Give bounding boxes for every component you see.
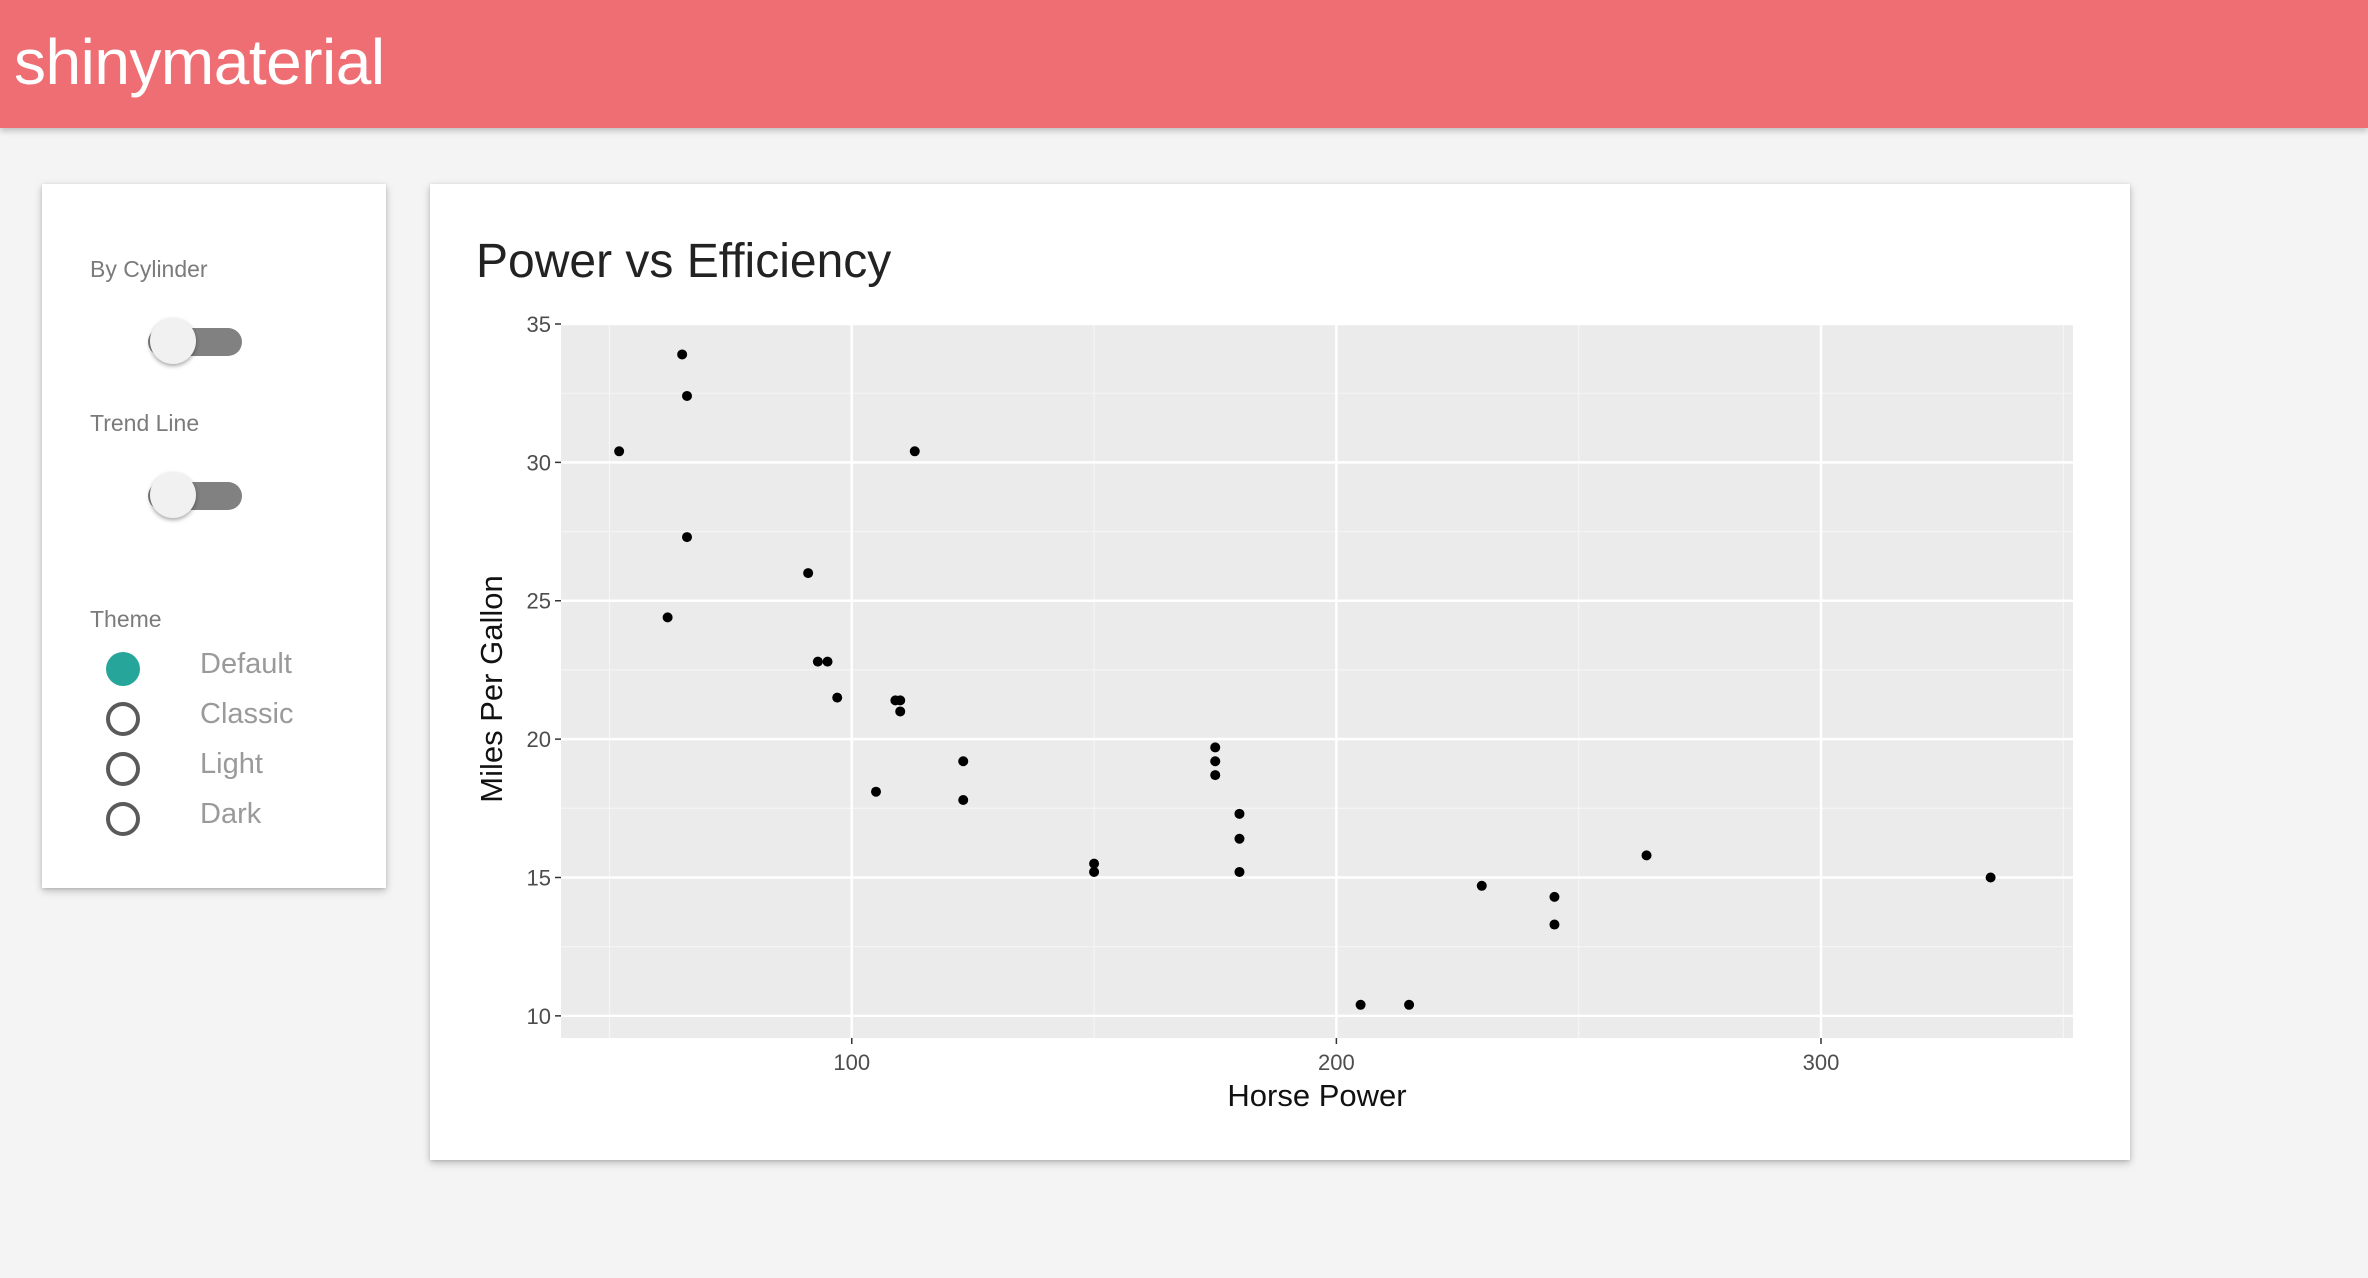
y-tick-label: 10	[527, 1004, 551, 1029]
scatter-plot: 100 200 300 10 15 20 25 30 35 Horse Power Miles …	[474, 312, 2073, 1113]
data-point	[614, 446, 625, 457]
data-point	[812, 656, 823, 667]
theme-option-classic[interactable]: Classic	[96, 696, 356, 740]
data-point	[1549, 891, 1560, 902]
data-point	[682, 390, 692, 401]
data-point	[1404, 999, 1415, 1010]
radio-label: Light	[200, 748, 263, 780]
app-title: shinymaterial	[14, 26, 385, 98]
x-tick-label: 300	[1803, 1050, 1840, 1075]
data-point	[662, 612, 673, 623]
theme-option-default[interactable]: Default	[96, 646, 356, 690]
radio-label: Default	[200, 648, 292, 680]
data-point	[871, 786, 881, 797]
switch-knob[interactable]	[150, 318, 196, 364]
theme-option-light[interactable]: Light	[96, 746, 356, 790]
data-point	[958, 756, 969, 767]
chart-title: Power vs Efficiency	[476, 235, 892, 288]
data-point	[1355, 999, 1366, 1010]
data-point	[1089, 858, 1100, 869]
data-point	[1641, 850, 1652, 861]
trend-line-switch[interactable]	[108, 472, 246, 520]
plot-panel	[561, 324, 2073, 1038]
y-axis-title: Miles Per Gallon	[474, 575, 509, 802]
data-point	[832, 692, 843, 703]
data-point	[682, 532, 692, 543]
app-header: shinymaterial	[0, 0, 2368, 128]
data-point	[677, 349, 688, 360]
theme-label: Theme	[90, 606, 162, 632]
y-tick-label: 15	[527, 865, 551, 890]
y-tick-label: 25	[527, 589, 551, 614]
y-tick-label: 30	[527, 450, 551, 475]
radio-unchecked-icon[interactable]	[106, 702, 140, 736]
radio-checked-icon[interactable]	[106, 652, 140, 686]
x-axis-title: Horse Power	[1227, 1078, 1406, 1113]
by-cylinder-switch[interactable]	[108, 318, 246, 366]
data-point	[1089, 866, 1100, 877]
data-point	[1210, 770, 1221, 781]
axis-ticks: 100 200 300 10 15 20 25 30 35	[527, 312, 1840, 1075]
y-tick-label: 35	[527, 312, 551, 337]
controls-card: By Cylinder Trend Line Theme Default Cla…	[42, 184, 386, 888]
x-tick-label: 100	[833, 1050, 870, 1075]
data-point	[958, 795, 969, 805]
gridlines	[561, 322, 2073, 1038]
data-point	[1234, 866, 1245, 877]
data-point	[803, 568, 814, 579]
y-tick-label: 20	[527, 727, 551, 752]
radio-label: Dark	[200, 798, 262, 830]
data-point	[1985, 872, 1996, 883]
trend-line-label: Trend Line	[90, 410, 200, 436]
data-point	[1234, 833, 1245, 844]
data-points	[614, 349, 1996, 1010]
radio-unchecked-icon[interactable]	[106, 802, 140, 836]
x-tick-label: 200	[1318, 1050, 1355, 1075]
data-point	[1549, 919, 1560, 930]
data-point	[1476, 880, 1487, 891]
radio-unchecked-icon[interactable]	[106, 752, 140, 786]
data-point	[895, 706, 906, 717]
switch-knob[interactable]	[150, 472, 196, 518]
by-cylinder-label: By Cylinder	[90, 256, 208, 282]
data-point	[909, 446, 920, 457]
data-point	[1210, 742, 1221, 753]
data-point	[1210, 756, 1221, 767]
data-point	[895, 695, 906, 706]
data-point	[822, 656, 833, 667]
theme-option-dark[interactable]: Dark	[96, 796, 356, 840]
radio-label: Classic	[200, 698, 294, 730]
chart-card: Power vs Efficiency 100 200 300 10 15 20 25 30 3…	[430, 184, 2130, 1160]
data-point	[1234, 808, 1245, 819]
